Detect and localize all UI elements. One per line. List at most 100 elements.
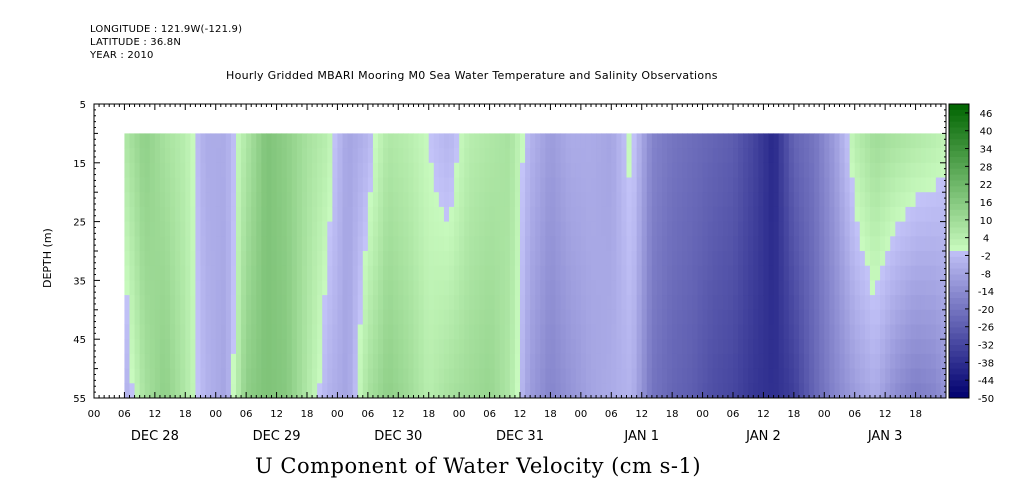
heatmap-cell xyxy=(154,251,161,267)
heatmap-cell xyxy=(672,280,678,296)
heatmap-cell xyxy=(824,192,830,208)
heatmap-cell xyxy=(266,339,272,355)
heatmap-cell xyxy=(839,339,846,355)
heatmap-cell xyxy=(535,295,541,311)
heatmap-cell xyxy=(236,280,242,296)
heatmap-cell xyxy=(793,236,800,252)
heatmap-cell xyxy=(875,221,881,237)
heatmap-cell xyxy=(722,221,729,237)
heatmap-cell xyxy=(783,162,790,178)
heatmap-cell xyxy=(580,295,587,311)
heatmap-cell xyxy=(261,368,267,384)
heatmap-cell xyxy=(662,339,668,355)
heatmap-cell xyxy=(459,295,465,311)
heatmap-cell xyxy=(291,339,298,355)
heatmap-cell xyxy=(935,265,942,281)
heatmap-cell xyxy=(312,339,318,355)
heatmap-cell xyxy=(859,295,866,311)
heatmap-cell xyxy=(758,353,764,370)
heatmap-cell xyxy=(509,162,516,178)
heatmap-cell xyxy=(357,309,364,325)
heatmap-cell xyxy=(753,324,759,340)
heatmap-cell xyxy=(824,280,830,296)
heatmap-cell xyxy=(246,295,252,311)
heatmap-cell xyxy=(875,309,881,325)
heatmap-cell xyxy=(768,324,775,340)
heatmap-cell xyxy=(743,309,749,325)
heatmap-cell xyxy=(854,368,861,384)
heatmap-cell xyxy=(388,206,394,223)
heatmap-cell xyxy=(930,339,937,355)
heatmap-cell xyxy=(449,162,455,178)
heatmap-cell xyxy=(241,162,247,178)
heatmap-cell xyxy=(606,192,612,208)
heatmap-cell xyxy=(580,177,587,193)
heatmap-cell xyxy=(378,148,384,164)
heatmap-cell xyxy=(367,295,374,311)
heatmap-cell xyxy=(849,251,856,267)
heatmap-cell xyxy=(474,353,480,370)
heatmap-cell xyxy=(900,221,906,237)
heatmap-cell xyxy=(459,221,465,237)
heatmap-cell xyxy=(580,383,587,399)
heatmap-cell xyxy=(215,295,222,311)
heatmap-cell xyxy=(677,192,683,208)
heatmap-cell xyxy=(880,133,886,149)
heatmap-cell xyxy=(905,383,911,399)
heatmap-cell xyxy=(601,162,607,178)
heatmap-cell xyxy=(692,251,698,267)
heatmap-cell xyxy=(347,280,354,296)
heatmap-cell xyxy=(200,383,207,399)
heatmap-cell xyxy=(129,236,136,252)
heatmap-cell xyxy=(560,353,567,370)
heatmap-cell xyxy=(489,192,496,208)
heatmap-cell xyxy=(210,383,217,399)
heatmap-cell xyxy=(727,265,734,281)
heatmap-cell xyxy=(758,162,764,178)
heatmap-cell xyxy=(301,295,308,311)
heatmap-cell xyxy=(149,295,156,311)
heatmap-cell xyxy=(768,148,775,164)
heatmap-cell xyxy=(443,309,450,325)
heatmap-cell xyxy=(428,309,435,325)
heatmap-cell xyxy=(591,192,597,208)
heatmap-cell xyxy=(864,383,871,399)
heatmap-cell xyxy=(180,353,186,370)
heatmap-cell xyxy=(809,177,815,193)
heatmap-cell xyxy=(915,148,922,164)
heatmap-cell xyxy=(469,206,475,223)
heatmap-cell xyxy=(834,353,840,370)
heatmap-cell xyxy=(504,368,511,384)
heatmap-cell xyxy=(225,177,232,193)
heatmap-cell xyxy=(662,192,668,208)
heatmap-cell xyxy=(697,324,704,340)
heatmap-cell xyxy=(677,353,683,370)
heatmap-cell xyxy=(768,192,775,208)
heatmap-cell xyxy=(798,133,805,149)
heatmap-cell xyxy=(641,383,648,399)
heatmap-cell xyxy=(398,251,404,267)
heatmap-cell xyxy=(327,383,333,399)
heatmap-cell xyxy=(930,236,937,252)
heatmap-cell xyxy=(144,324,151,340)
colorbar-swatch xyxy=(949,121,969,129)
heatmap-cell xyxy=(601,148,607,164)
heatmap-cell xyxy=(489,383,496,399)
heatmap-cell xyxy=(530,236,536,252)
heatmap-cell xyxy=(712,309,719,325)
heatmap-cell xyxy=(165,339,171,355)
heatmap-cell xyxy=(601,177,607,193)
heatmap-cell xyxy=(170,206,176,223)
heatmap-cell xyxy=(631,353,638,370)
heatmap-cell xyxy=(170,324,176,340)
heatmap-cell xyxy=(195,309,201,325)
heatmap-cell xyxy=(580,309,587,325)
heatmap-cell xyxy=(479,353,485,370)
heatmap-cell xyxy=(621,295,627,311)
heatmap-cell xyxy=(530,192,536,208)
heatmap-cell xyxy=(550,309,556,325)
heatmap-cell xyxy=(565,177,572,193)
heatmap-cell xyxy=(925,192,932,208)
heatmap-cell xyxy=(565,353,572,370)
heatmap-cell xyxy=(591,368,597,384)
